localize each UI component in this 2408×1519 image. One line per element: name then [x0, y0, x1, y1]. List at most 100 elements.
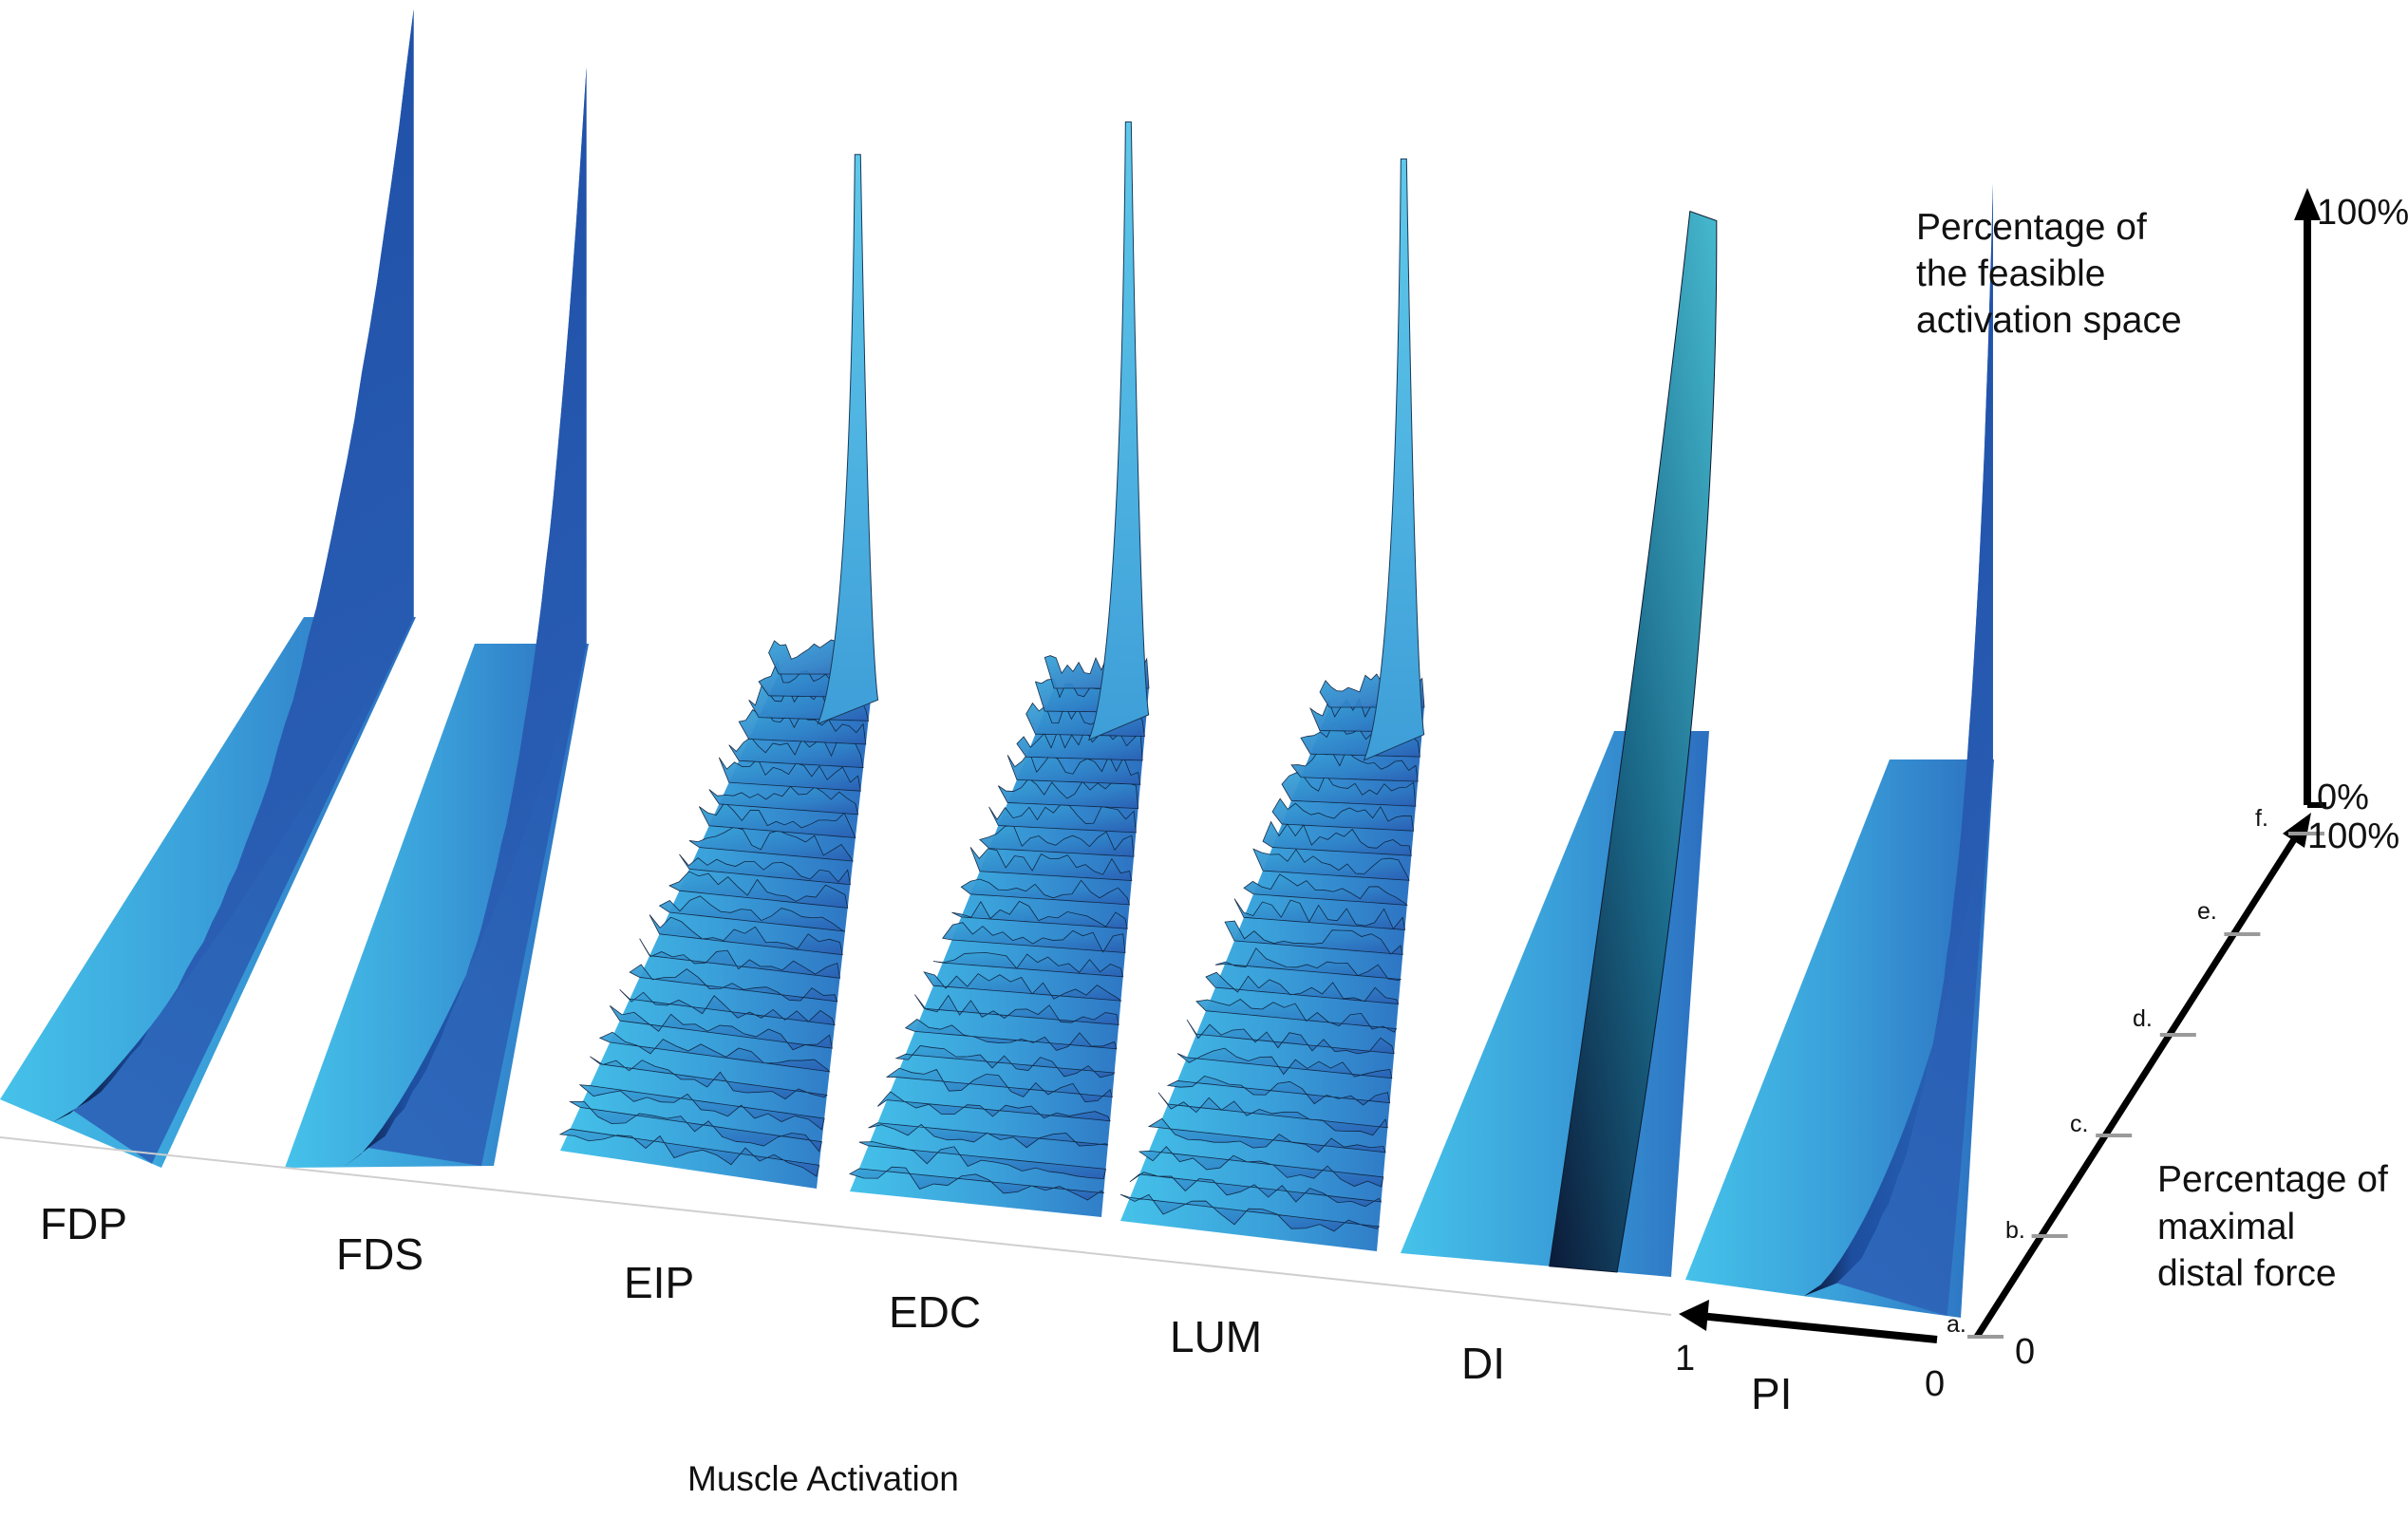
surface-lum	[1119, 158, 1425, 1251]
texture-row	[738, 709, 867, 745]
surface-fdp	[0, 9, 416, 1168]
texture-row	[1224, 920, 1403, 955]
texture-row	[1262, 820, 1412, 856]
series-label-eip: EIP	[624, 1258, 694, 1307]
texture-row	[649, 914, 843, 956]
texture-row	[1119, 1193, 1381, 1232]
texture-row	[877, 1091, 1111, 1122]
texture-row	[923, 971, 1122, 1002]
texture-row	[1195, 999, 1398, 1033]
texture-row	[942, 922, 1126, 953]
texture-row	[619, 989, 836, 1026]
texture-row	[1243, 873, 1408, 906]
plane-fds	[285, 644, 589, 1168]
y-level-c: c.	[2070, 1111, 2088, 1137]
texture-row	[699, 801, 856, 838]
z-axis-tick-100: 100%	[2317, 193, 2408, 233]
surface-di	[1401, 210, 1718, 1277]
texture-row	[639, 938, 841, 979]
y-level-a: a.	[1947, 1311, 1966, 1338]
texture-row	[848, 1166, 1105, 1201]
y-axis-title-line-3: distal force	[2157, 1253, 2337, 1294]
y-level-e: e.	[2197, 898, 2217, 925]
texture-row	[1290, 749, 1419, 782]
texture-row	[998, 778, 1139, 810]
texture-row	[894, 1045, 1116, 1078]
texture-row	[728, 736, 864, 768]
ridge-face-fdp	[72, 9, 414, 1164]
texture-row	[1214, 947, 1402, 982]
spike-di	[1549, 210, 1718, 1273]
texture-row	[708, 785, 859, 816]
texture-row	[629, 964, 838, 1003]
y-axis-line	[1974, 832, 2301, 1339]
texture-row	[868, 1122, 1109, 1149]
y-level-d: d.	[2133, 1005, 2153, 1032]
texture-row	[609, 1004, 833, 1051]
z-axis-title-line-2: the feasible	[1916, 253, 2105, 294]
spike-edc	[1087, 121, 1150, 741]
x-axis-tick-0: 0	[1925, 1364, 1945, 1404]
surface-eip	[558, 154, 879, 1189]
texture-row	[658, 895, 846, 932]
series-label-pi: PI	[1751, 1369, 1792, 1418]
y-axis-title-line-1: Percentage of	[2157, 1159, 2388, 1200]
texture-row	[1252, 848, 1410, 881]
z-axis-title-line-3: activation space	[1916, 300, 2182, 341]
texture-row	[578, 1084, 825, 1131]
texture-row	[951, 900, 1128, 929]
texture-row	[1176, 1047, 1393, 1079]
texture-row	[1233, 898, 1406, 930]
texture-row	[679, 853, 851, 886]
surface-pi	[1685, 183, 1994, 1318]
y-axis-title-line-2: maximal	[2157, 1207, 2295, 1247]
texture-row	[1271, 797, 1415, 832]
spike-eip	[817, 154, 879, 725]
texture-row	[590, 1056, 828, 1100]
texture-row	[1186, 1019, 1395, 1055]
texture-row	[960, 878, 1131, 906]
y-axis-tick-100: 100%	[2307, 816, 2399, 856]
series-label-fdp: FDP	[40, 1199, 127, 1248]
texture-row	[688, 826, 854, 862]
ridge-face-pi	[1836, 183, 1993, 1317]
surface-fds	[285, 66, 589, 1168]
ridge-face-fds	[368, 66, 587, 1167]
z-axis-title-line-1: Percentage of	[1916, 207, 2147, 248]
texture-row	[568, 1100, 822, 1153]
texture-row	[1166, 1076, 1391, 1106]
texture-row	[932, 951, 1124, 978]
texture-row	[558, 1128, 820, 1177]
y-axis-tick-0: 0	[2015, 1332, 2035, 1372]
texture-row	[598, 1031, 831, 1073]
texture-row	[885, 1067, 1113, 1103]
y-axis-arrowhead	[2283, 813, 2311, 848]
x-axis-tick-1: 1	[1675, 1339, 1695, 1378]
texture-row	[904, 1019, 1118, 1051]
surface-edc	[848, 121, 1150, 1217]
series-label-fds: FDS	[336, 1229, 423, 1279]
y-axis-ticks	[1967, 832, 2324, 1339]
series-label-edc: EDC	[889, 1287, 981, 1337]
surface-layer	[0, 9, 1994, 1318]
texture-row	[1138, 1146, 1384, 1188]
texture-row	[979, 825, 1135, 857]
baseline-line	[0, 1136, 1672, 1316]
texture-row	[969, 847, 1133, 881]
texture-row	[1147, 1117, 1386, 1153]
texture-row	[668, 871, 849, 909]
z-axis-tick-0: 0%	[2317, 778, 2369, 817]
texture-row	[858, 1141, 1107, 1180]
x-axis-title: Muscle Activation	[687, 1459, 959, 1498]
x-axis-arrowhead	[1679, 1300, 1709, 1331]
series-label-di: DI	[1461, 1339, 1505, 1388]
y-level-f: f.	[2255, 805, 2268, 832]
texture-row	[718, 757, 861, 792]
x-axis-line	[1699, 1312, 1938, 1343]
texture-row	[1205, 971, 1400, 1005]
texture-row	[1016, 728, 1143, 761]
texture-row	[1157, 1092, 1388, 1136]
y-level-b: b.	[2005, 1217, 2025, 1244]
